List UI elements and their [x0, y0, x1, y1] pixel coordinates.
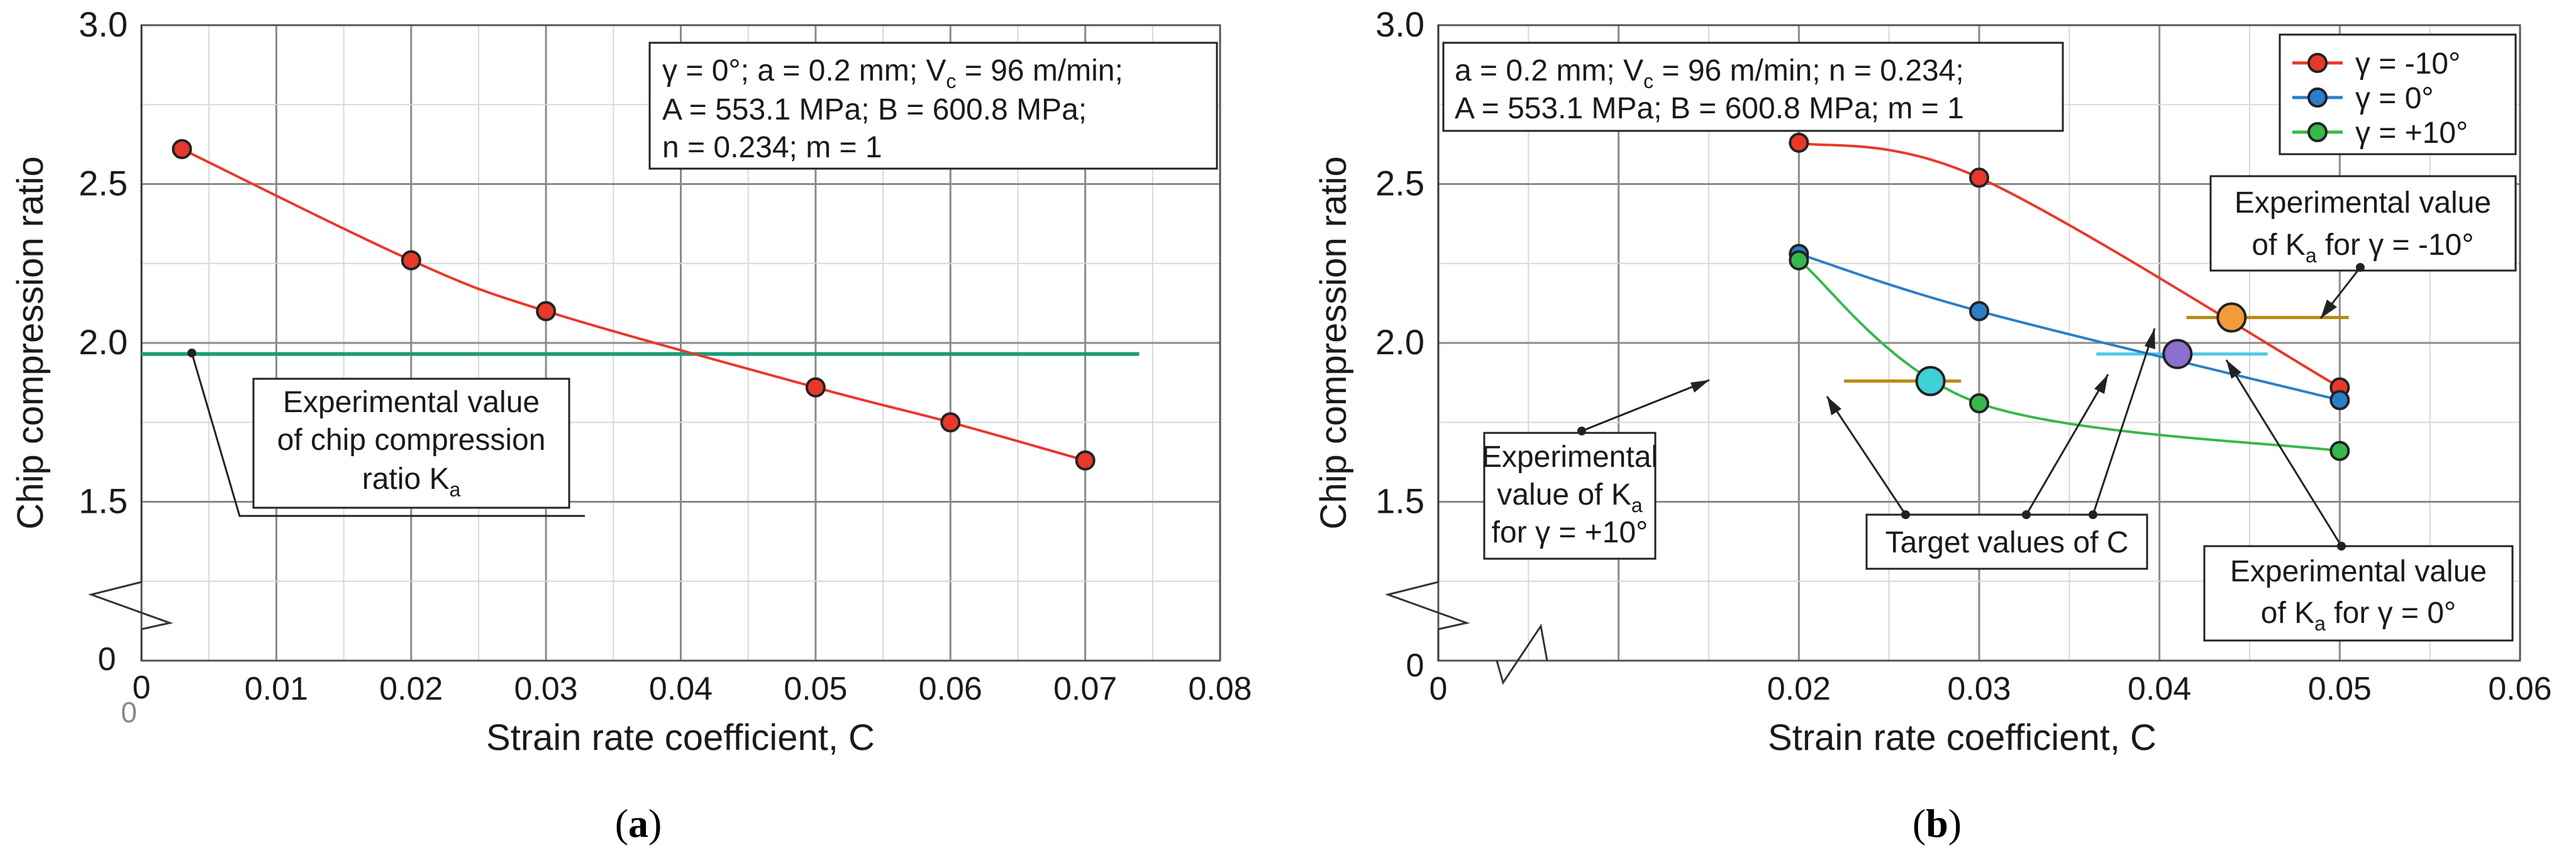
b-x-tick-label: 0.03 [1947, 671, 2011, 707]
chart-a-data-point [940, 412, 961, 433]
chart-a-y-tick-labels: 1.5 2.0 2.5 3.0 [79, 4, 128, 521]
a-x-tick-label: 0.06 [919, 671, 982, 707]
svg-text:Experimental value: Experimental value [2230, 555, 2487, 588]
chart-a-x-zero-label: 0 [133, 669, 151, 706]
b-y-tick-label: 2.0 [1375, 322, 1424, 362]
legend-label: γ = +10° [2355, 116, 2468, 150]
legend-marker [2307, 87, 2328, 108]
chart-b-y-zero-label: 0 [1406, 647, 1424, 684]
a-y-tick-label: 2.0 [79, 322, 128, 362]
b-x-tick-label: 0.04 [2128, 671, 2191, 707]
chart-a-y-axis [87, 25, 174, 661]
a-x-tick-label: 0.02 [379, 671, 443, 707]
svg-text:Experimental value: Experimental value [2235, 186, 2491, 220]
chart-a-x-tick-labels: 0.01 0.02 0.03 0.04 0.05 0.06 0.07 0.08 [245, 671, 1252, 707]
chart-b-data-point [1789, 250, 1809, 271]
chart-a-info-box: γ = 0°; a = 0.2 mm; Vc = 96 m/min; A = 5… [648, 42, 1218, 170]
svg-text:γ = 0°; a = 0.2 mm; Vc = 96 m/: γ = 0°; a = 0.2 mm; Vc = 96 m/min; [662, 54, 1123, 92]
chart-b: 1.5 2.0 2.5 3.0 0.02 0.03 0.04 0.05 0.06 0 0 St… [1313, 4, 2552, 846]
svg-text:Target values of C: Target values of C [1885, 526, 2129, 559]
chart-b-series-line-minus10 [1798, 141, 2341, 389]
svg-text:ratio Ka: ratio Ka [362, 462, 461, 501]
svg-text:A = 553.1 MPa; B = 600.8 MPa;: A = 553.1 MPa; B = 600.8 MPa; [662, 93, 1087, 126]
chart-b-data-point [2329, 440, 2350, 461]
chart-b-annotation-target-values: Target values of C [1826, 328, 2156, 570]
svg-text:a = 0.2 mm; Vc = 96 m/min; n: a = 0.2 mm; Vc = 96 m/min; n = 0.234; [1455, 54, 1964, 92]
a-y-tick-label: 3.0 [79, 4, 128, 44]
chart-b-data-point [2329, 389, 2350, 410]
chart-b-x-axis-title: Strain rate coefficient, C [1768, 717, 2157, 758]
chart-a-data-point [536, 301, 557, 322]
chart-a-data-point [1075, 450, 1096, 471]
chart-b-target-point [1915, 366, 1946, 396]
chart-b-annotation-exp-plus10: Experimental value of Ka for γ = +10° [1482, 379, 1710, 560]
chart-a-series-points [172, 138, 1096, 471]
a-y-tick-label: 1.5 [79, 481, 128, 521]
chart-b-panel-label: (b) [1913, 801, 1962, 846]
chart-a: 1.52.02.53.0 0.01 0.02 0.03 0.04 0.05 0.06 0.0… [10, 4, 1252, 846]
chart-a-data-point [172, 138, 192, 159]
chart-b-y-tick-labels: 1.5 2.0 2.5 3.0 [1375, 4, 1424, 521]
svg-text:for γ = +10°: for γ = +10° [1492, 516, 1648, 549]
chart-a-experimental-annotation: Experimental value of chip compression r… [187, 349, 585, 517]
chart-b-x-zero-label: 0 [1430, 671, 1448, 707]
chart-b-x-tick-labels: 0.02 0.03 0.04 0.05 0.06 [1767, 671, 2552, 707]
svg-text:Experimental: Experimental [1482, 440, 1658, 474]
chart-b-annotation-exp-minus10: Experimental value of Ka for γ = -10° [2209, 175, 2517, 319]
a-x-tick-label: 0.07 [1053, 671, 1117, 707]
chart-b-data-point [1969, 393, 1989, 413]
b-y-tick-label: 3.0 [1375, 4, 1424, 44]
chart-a-y-zero-label: 0 [98, 641, 116, 678]
b-x-tick-label: 0.05 [2308, 671, 2372, 707]
chart-a-y-axis-title: Chip compression ratio [10, 156, 51, 529]
legend-label: γ = 0° [2355, 82, 2434, 115]
svg-text:value of Ka: value of Ka [1497, 478, 1642, 517]
chart-b-series-line-zero [1798, 252, 2340, 401]
chart-b-x-axis-break [1496, 624, 1548, 685]
chart-b-annotation-exp-zero: Experimental value of Ka for γ = 0° [2203, 359, 2514, 642]
chart-a-data-point [401, 250, 421, 271]
b-y-tick-label: 1.5 [1375, 481, 1424, 521]
a-x-tick-label: 0.04 [649, 671, 713, 707]
chart-a-data-point [805, 377, 826, 398]
svg-text:Experimental value: Experimental value [283, 386, 540, 419]
chart-b-series-points [1789, 132, 2350, 461]
a-x-tick-label: 0.08 [1188, 671, 1252, 707]
chart-a-x-axis-title: Strain rate coefficient, C [486, 717, 875, 758]
chart-b-series-line-plus10 [1798, 259, 2340, 452]
chart-b-target-point [2216, 302, 2247, 333]
chart-b-data-point [1969, 167, 1989, 188]
svg-text:of Ka for γ = 0°: of Ka for γ = 0° [2261, 596, 2456, 635]
chart-b-target-point [2162, 339, 2193, 369]
a-y-tick-label: 2.5 [79, 164, 128, 203]
chart-b-data-point [1789, 132, 1809, 153]
chart-b-y-axis [1384, 25, 1470, 661]
chart-a-panel-label: (a) [615, 801, 662, 846]
a-x-tick-label: 0.01 [245, 671, 308, 707]
svg-text:n = 0.234; m = 1: n = 0.234; m = 1 [662, 131, 882, 164]
svg-text:A = 553.1 MPa; B = 600.8 MPa;: A = 553.1 MPa; B = 600.8 MPa; m = 1 [1455, 92, 1964, 125]
b-x-tick-label: 0.06 [2488, 671, 2551, 707]
a-x-tick-label: 0.03 [514, 671, 578, 707]
svg-text:of chip compression: of chip compression [277, 423, 546, 457]
svg-text:of Ka for γ = -10°: of Ka for γ = -10° [2251, 228, 2473, 267]
legend-marker [2307, 122, 2328, 142]
legend-marker [2307, 53, 2328, 73]
a-x-tick-label: 0.05 [784, 671, 847, 707]
chart-b-target-points [1915, 302, 2247, 396]
chart-b-info-box: a = 0.2 mm; Vc = 96 m/min; n = 0.234; A … [1442, 42, 2064, 132]
chart-a-x-zero-label-2: 0 [121, 696, 137, 729]
b-y-tick-label: 2.5 [1375, 164, 1424, 203]
legend-label: γ = -10° [2355, 47, 2460, 81]
b-x-tick-label: 0.02 [1767, 671, 1831, 707]
chart-b-data-point [1969, 301, 1989, 322]
chart-b-legend: γ = -10°γ = 0°γ = +10° [2279, 33, 2517, 155]
chart-b-y-axis-title: Chip compression ratio [1313, 156, 1354, 529]
